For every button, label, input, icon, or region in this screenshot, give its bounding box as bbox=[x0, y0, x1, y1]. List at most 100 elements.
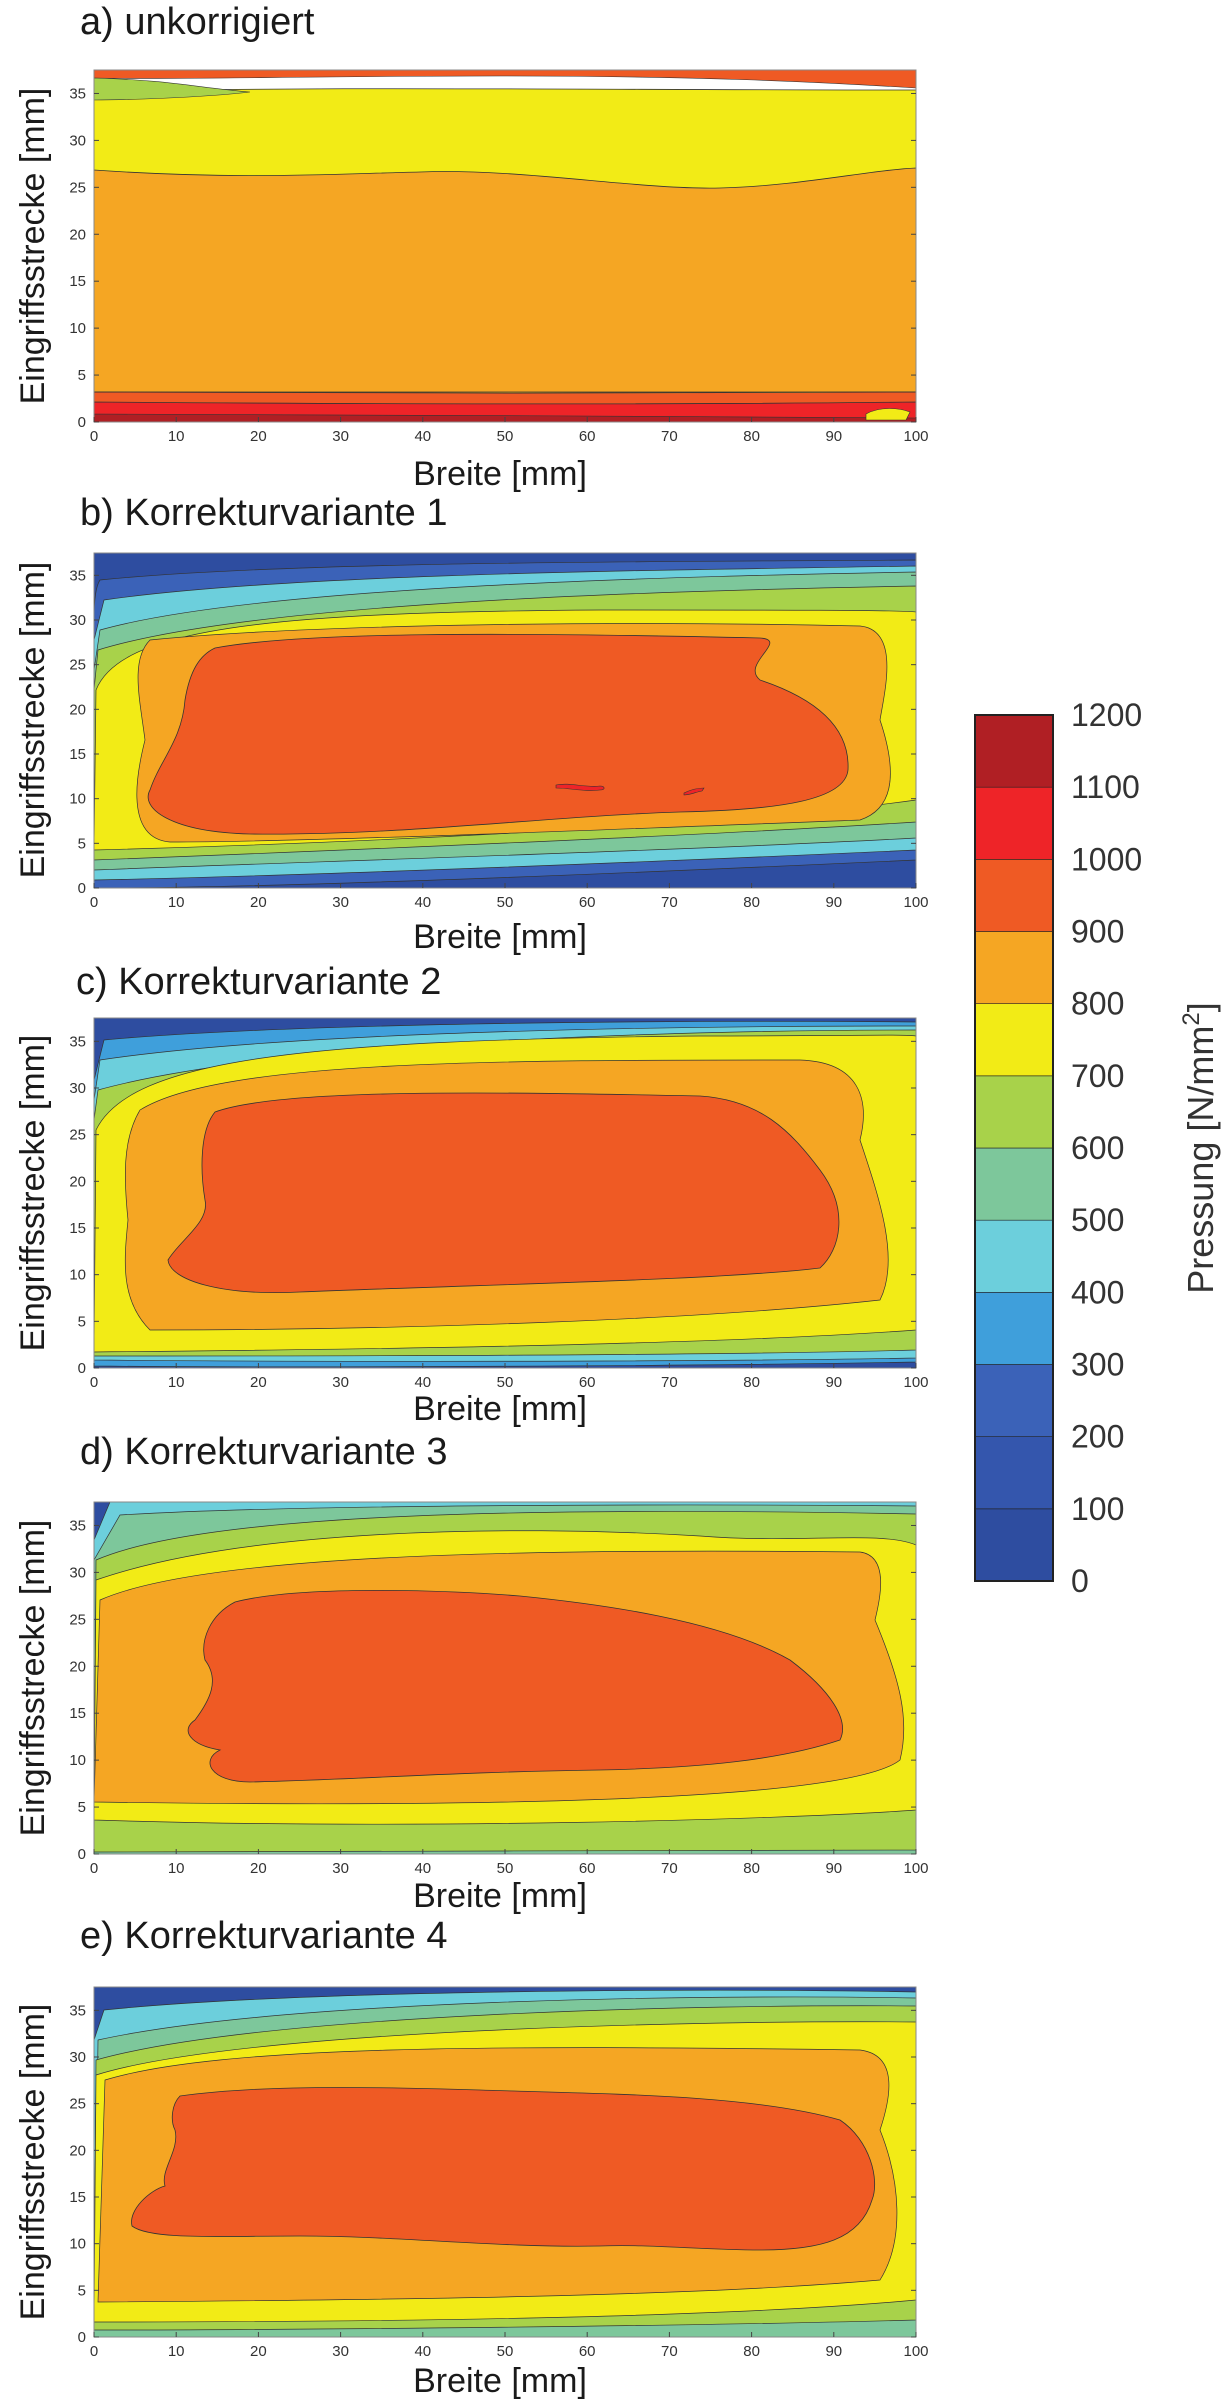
panel-a-yticks: 0 5 10 15 20 25 30 35 bbox=[69, 85, 916, 431]
colorbar-tick-label: 1100 bbox=[1071, 769, 1140, 805]
panel-a: a) unkorrigiert 0 10 20 30 40 50 60 70 80 90 100 0… bbox=[14, 1, 929, 493]
panel-a-ytick-label: 0 bbox=[78, 414, 86, 431]
panel-d-xtick-label: 20 bbox=[250, 1860, 267, 1877]
panel-d-ytick-label: 20 bbox=[69, 1658, 86, 1675]
panel-b-ytick-label: 30 bbox=[69, 612, 86, 629]
panel-c-xtick-label: 50 bbox=[497, 1374, 514, 1391]
panel-d-ytick-label: 0 bbox=[78, 1846, 86, 1863]
panel-b-xtick-label: 0 bbox=[90, 894, 98, 911]
panel-d: d) Korrekturvariante 3 0 10 20 30 40 50 60 70 80… bbox=[14, 1431, 929, 1915]
panel-a-band-800-900 bbox=[94, 167, 916, 394]
panel-e-xtick-label: 20 bbox=[250, 2343, 267, 2360]
panel-c-xtick-label: 80 bbox=[743, 1374, 760, 1391]
panel-c-xticks: 0 10 20 30 40 50 60 70 80 90 100 bbox=[90, 1363, 929, 1391]
panel-d-ytick-label: 25 bbox=[69, 1611, 86, 1628]
colorbar-ticks: 0 100 200 300 400 500 600 700 800 900 1000 1100 1200 bbox=[1071, 697, 1142, 1599]
colorbar-label-sup: 2 bbox=[1178, 1012, 1205, 1025]
panel-d-xtick-label: 40 bbox=[414, 1860, 431, 1877]
panel-b-xtick-label: 80 bbox=[743, 894, 760, 911]
panel-d-contour-1000 bbox=[187, 1589, 843, 1783]
panel-e-xtick-label: 40 bbox=[414, 2343, 431, 2360]
panel-c-ylabel: Eingriffsstrecke [mm] bbox=[14, 1035, 52, 1352]
panel-e-xtick-label: 10 bbox=[168, 2343, 185, 2360]
colorbar-tick-label: 1200 bbox=[1071, 697, 1142, 733]
panel-c-xtick-label: 20 bbox=[250, 1374, 267, 1391]
colorbar-segment bbox=[974, 1219, 1054, 1293]
panel-a-ytick-label: 15 bbox=[69, 273, 86, 290]
panel-c-ytick-label: 35 bbox=[69, 1033, 86, 1050]
panel-b-ytick-label: 0 bbox=[78, 880, 86, 897]
panel-a-xtick-label: 50 bbox=[497, 428, 514, 445]
panel-b-ytick-label: 10 bbox=[69, 791, 86, 808]
panel-c-xtick-label: 100 bbox=[903, 1374, 928, 1391]
panel-a-xtick-label: 40 bbox=[414, 428, 431, 445]
panel-e-xtick-label: 0 bbox=[90, 2343, 98, 2360]
colorbar-tick-label: 0 bbox=[1071, 1563, 1089, 1599]
panel-c-title: c) Korrekturvariante 2 bbox=[76, 961, 441, 1003]
panel-a-title: a) unkorrigiert bbox=[80, 1, 315, 43]
colorbar-segment bbox=[974, 931, 1054, 1004]
panel-a-ytick-label: 35 bbox=[69, 85, 86, 102]
panel-c-xlabel: Breite [mm] bbox=[413, 1390, 587, 1428]
panel-b-xtick-label: 40 bbox=[414, 894, 431, 911]
panel-e-ylabel: Eingriffsstrecke [mm] bbox=[14, 2004, 52, 2321]
panel-b-contour-1000 bbox=[147, 633, 849, 835]
panel-a-plot bbox=[94, 70, 916, 422]
panel-e-contour-1000 bbox=[131, 2087, 876, 2251]
panel-b-title: b) Korrekturvariante 1 bbox=[80, 492, 448, 534]
panel-e-ytick-label: 25 bbox=[69, 2096, 86, 2113]
panel-b-xlabel: Breite [mm] bbox=[413, 918, 587, 956]
panel-e-xtick-label: 70 bbox=[661, 2343, 678, 2360]
panel-b-xtick-label: 60 bbox=[579, 894, 596, 911]
panel-b-ytick-label: 35 bbox=[69, 567, 86, 584]
panel-d-plot bbox=[94, 1502, 916, 1854]
panel-c-xtick-label: 0 bbox=[90, 1374, 98, 1391]
panel-e: e) Korrekturvariante 4 0 10 20 30 40 50 60 70 80… bbox=[14, 1915, 929, 2400]
colorbar-tick-label: 600 bbox=[1071, 1130, 1124, 1166]
colorbar-segment bbox=[974, 1003, 1054, 1077]
colorbar-segment bbox=[974, 1508, 1054, 1582]
colorbar-blocks bbox=[974, 714, 1054, 1582]
panel-c-ytick-label: 25 bbox=[69, 1127, 86, 1144]
panel-e-xtick-label: 80 bbox=[743, 2343, 760, 2360]
panel-d-ytick-label: 10 bbox=[69, 1752, 86, 1769]
panel-e-ytick-label: 30 bbox=[69, 2049, 86, 2066]
panel-b-ytick-label: 20 bbox=[69, 701, 86, 718]
panel-a-xtick-label: 20 bbox=[250, 428, 267, 445]
panel-e-xlabel: Breite [mm] bbox=[413, 2362, 587, 2400]
panel-d-xtick-label: 80 bbox=[743, 1860, 760, 1877]
panel-a-top-edge-high bbox=[94, 70, 916, 89]
colorbar-tick-label: 1000 bbox=[1071, 841, 1142, 877]
panel-a-xtick-label: 30 bbox=[332, 428, 349, 445]
colorbar-segment bbox=[974, 1436, 1054, 1510]
panel-a-ylabel: Eingriffsstrecke [mm] bbox=[14, 88, 52, 405]
panel-c-yticks: 0 5 10 15 20 25 30 35 bbox=[69, 1033, 916, 1377]
panel-d-xticks: 0 10 20 30 40 50 60 70 80 90 100 bbox=[90, 1849, 929, 1877]
panel-e-xtick-label: 100 bbox=[903, 2343, 928, 2360]
panel-a-xtick-label: 100 bbox=[903, 428, 928, 445]
panel-b-xtick-label: 20 bbox=[250, 894, 267, 911]
panel-c-xtick-label: 40 bbox=[414, 1374, 431, 1391]
panel-c-xtick-label: 60 bbox=[579, 1374, 596, 1391]
panel-d-ytick-label: 15 bbox=[69, 1705, 86, 1722]
colorbar-tick-label: 300 bbox=[1071, 1347, 1124, 1383]
panel-a-ytick-label: 10 bbox=[69, 320, 86, 337]
colorbar-tick-label: 700 bbox=[1071, 1058, 1124, 1094]
panel-e-xtick-label: 60 bbox=[579, 2343, 596, 2360]
panel-d-ytick-label: 35 bbox=[69, 1517, 86, 1534]
colorbar-segment bbox=[974, 714, 1054, 788]
panel-d-xtick-label: 50 bbox=[497, 1860, 514, 1877]
panel-a-ytick-label: 5 bbox=[78, 367, 86, 384]
panel-d-xtick-label: 70 bbox=[661, 1860, 678, 1877]
panel-a-xticks: 0 10 20 30 40 50 60 70 80 90 100 bbox=[90, 417, 929, 445]
panel-b-ytick-label: 25 bbox=[69, 657, 86, 674]
colorbar-label-end: ] bbox=[1180, 1002, 1221, 1012]
colorbar-tick-label: 500 bbox=[1071, 1202, 1124, 1238]
colorbar-tick-label: 400 bbox=[1071, 1274, 1124, 1310]
colorbar-segment bbox=[974, 786, 1054, 860]
panel-e-ytick-label: 35 bbox=[69, 2002, 86, 2019]
panel-a-xtick-label: 70 bbox=[661, 428, 678, 445]
panel-b-xtick-label: 30 bbox=[332, 894, 349, 911]
colorbar-label: Pressung [N/mm2] bbox=[1178, 1002, 1221, 1293]
